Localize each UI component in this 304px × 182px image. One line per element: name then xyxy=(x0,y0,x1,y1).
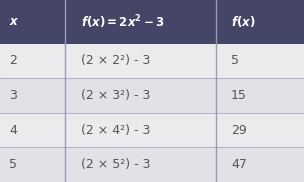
FancyBboxPatch shape xyxy=(216,147,304,182)
Text: 15: 15 xyxy=(231,89,247,102)
Text: $\bfit{f}\bf{(}\bfit{x}\bf{) = 2}\bfit{x}\bf{^2 - 3}$: $\bfit{f}\bf{(}\bfit{x}\bf{) = 2}\bfit{x… xyxy=(81,13,164,31)
FancyBboxPatch shape xyxy=(65,113,216,147)
Text: (2 × 3²) - 3: (2 × 3²) - 3 xyxy=(81,89,150,102)
Text: $\bfit{x}$: $\bfit{x}$ xyxy=(9,15,19,28)
FancyBboxPatch shape xyxy=(216,78,304,113)
FancyBboxPatch shape xyxy=(0,0,65,44)
FancyBboxPatch shape xyxy=(65,78,216,113)
Text: (2 × 2²) - 3: (2 × 2²) - 3 xyxy=(81,54,150,68)
Text: 4: 4 xyxy=(9,124,17,137)
FancyBboxPatch shape xyxy=(0,113,65,147)
Text: 3: 3 xyxy=(9,89,17,102)
Text: (2 × 5²) - 3: (2 × 5²) - 3 xyxy=(81,158,150,171)
Text: $\bfit{f}\bf{(}\bfit{x}\bf{)}$: $\bfit{f}\bf{(}\bfit{x}\bf{)}$ xyxy=(231,14,255,29)
Text: 47: 47 xyxy=(231,158,247,171)
Text: 2: 2 xyxy=(9,54,17,68)
Text: 29: 29 xyxy=(231,124,247,137)
FancyBboxPatch shape xyxy=(216,113,304,147)
Text: 5: 5 xyxy=(9,158,17,171)
FancyBboxPatch shape xyxy=(216,44,304,78)
FancyBboxPatch shape xyxy=(0,44,65,78)
FancyBboxPatch shape xyxy=(216,0,304,44)
Text: 5: 5 xyxy=(231,54,239,68)
Text: (2 × 4²) - 3: (2 × 4²) - 3 xyxy=(81,124,150,137)
FancyBboxPatch shape xyxy=(65,147,216,182)
FancyBboxPatch shape xyxy=(65,0,216,44)
FancyBboxPatch shape xyxy=(0,78,65,113)
FancyBboxPatch shape xyxy=(0,147,65,182)
FancyBboxPatch shape xyxy=(65,44,216,78)
